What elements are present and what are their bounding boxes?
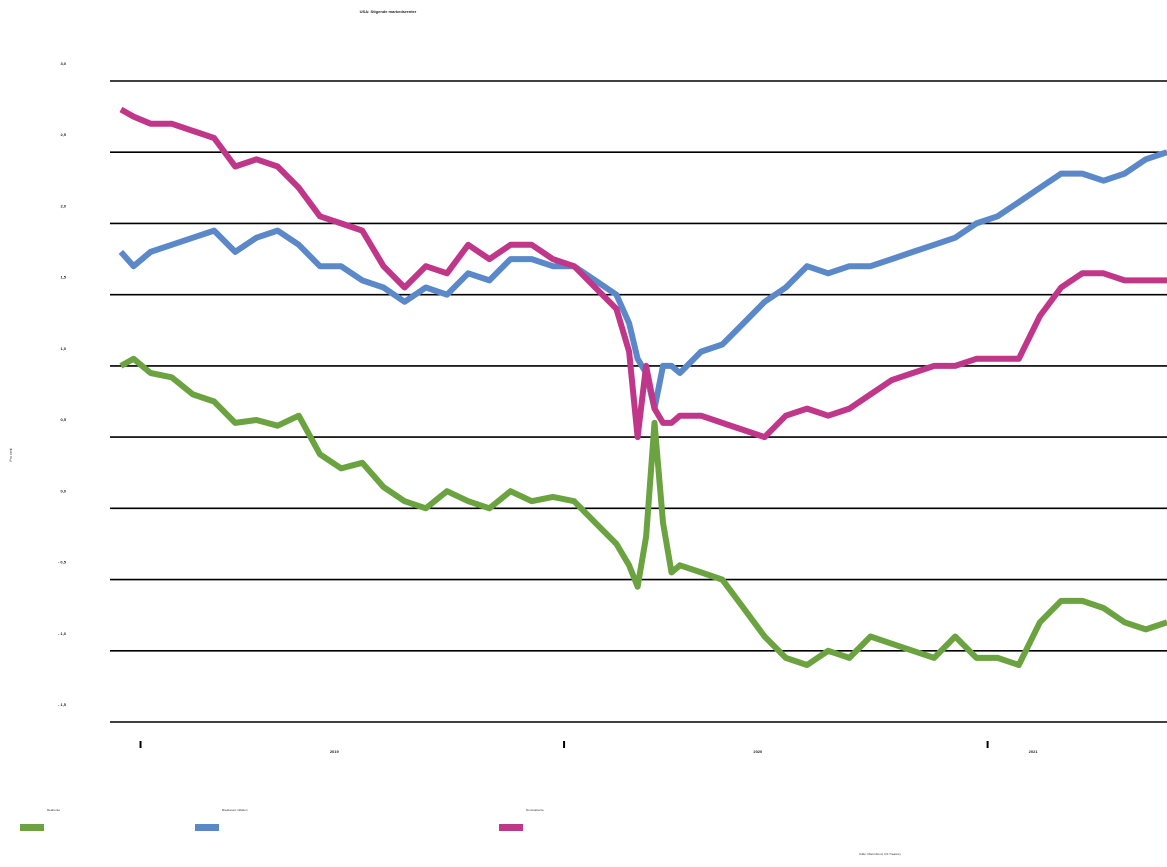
legend-label: Breakeven inflation — [222, 808, 248, 812]
y-tick-label: - 1,0 — [58, 631, 67, 636]
legend-swatch — [20, 824, 44, 831]
x-axis-ticks: 2019 2020 2021 — [139, 741, 1039, 754]
y-tick-label: 1,5 — [60, 275, 66, 280]
x-tick-label: 2020 — [753, 749, 763, 754]
y-tick-label: - 0,5 — [58, 560, 67, 565]
legend-swatch — [499, 824, 523, 831]
y-tick-label: - 1,5 — [58, 702, 67, 707]
grid — [110, 80, 1167, 723]
x-tick-label: 2019 — [330, 749, 340, 754]
legend-label: Realrente — [47, 808, 60, 812]
series-line — [119, 355, 1167, 668]
series-line — [119, 106, 1167, 441]
y-tick-label: 1,0 — [60, 346, 66, 351]
legend-label: Nominalrente — [526, 808, 544, 812]
y-tick-label: 3,0 — [60, 61, 66, 66]
legend-swatch — [195, 824, 219, 831]
y-axis-label: Pro cent — [9, 448, 13, 461]
y-tick-label: 2,5 — [60, 132, 66, 137]
y-tick-labels: 3,0 2,5 2,0 1,5 1,0 0,5 0,0 - 0,5 - 1,0 - 1,5 — [58, 61, 67, 707]
chart-title: USA: Stigende markedsrenter — [360, 9, 417, 14]
legend: Realrente Breakeven inflation Nominalrente — [20, 808, 544, 831]
y-tick-label: 2,0 — [60, 203, 66, 208]
x-tick-label: 2021 — [1029, 749, 1039, 754]
source-note: Kilde: Macrobond, US Treasury — [859, 852, 901, 856]
series-lines — [118, 106, 1167, 668]
y-tick-label: 0,5 — [60, 417, 66, 422]
y-tick-label: 0,0 — [60, 488, 66, 493]
